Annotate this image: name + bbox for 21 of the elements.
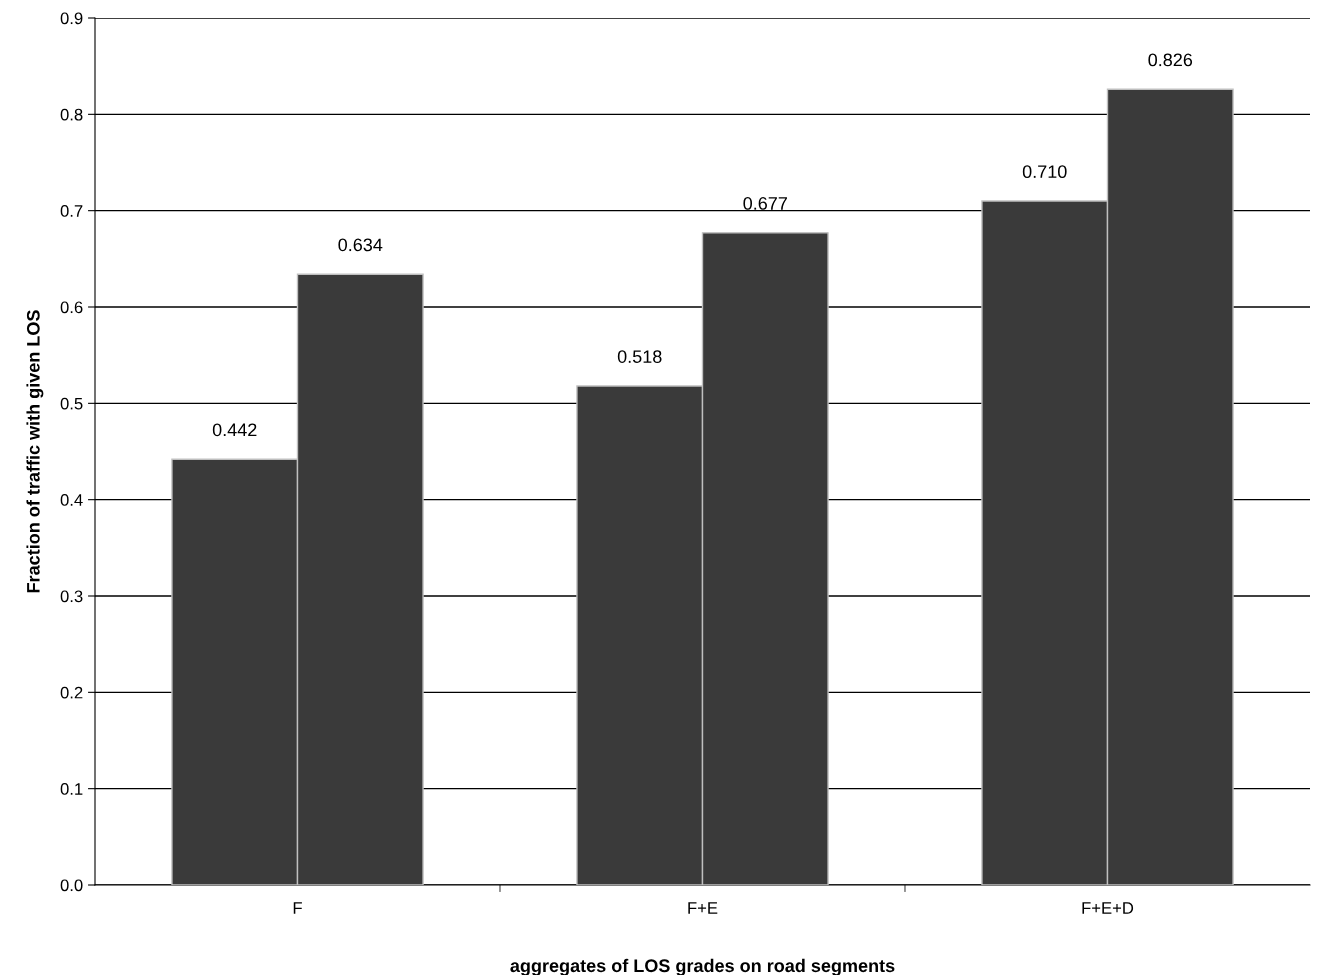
data-label: 0.518 [617, 350, 662, 363]
y-tick-label: 0.1 [60, 783, 83, 795]
y-tick-label: 0.0 [60, 879, 83, 892]
y-tick-label: 0.7 [60, 205, 83, 217]
data-label: 0.677 [743, 197, 787, 210]
y-tick-label: 0.6 [60, 301, 83, 314]
y-tick-label: 0.8 [60, 108, 83, 121]
data-label: 0.442 [212, 423, 257, 437]
y-axis-title: Fraction of traffic with given LOS [26, 310, 44, 593]
data-label: 0.634 [338, 238, 383, 252]
y-tick-label: 0.4 [60, 494, 83, 506]
y-tick-label: 0.2 [60, 686, 83, 699]
y-tick-label: 0.5 [60, 397, 83, 410]
y-tick-label: 0.3 [60, 590, 83, 603]
x-tick-label: F+E [688, 902, 718, 914]
data-label: 0.710 [1022, 165, 1067, 179]
data-label: 0.826 [1148, 53, 1193, 67]
x-tick-label: F+E+D [1082, 902, 1134, 914]
x-axis-title: aggregates of LOS grades on road segments [510, 958, 895, 975]
y-tick-label: 0.9 [60, 12, 83, 25]
x-tick-label: F [293, 902, 302, 914]
